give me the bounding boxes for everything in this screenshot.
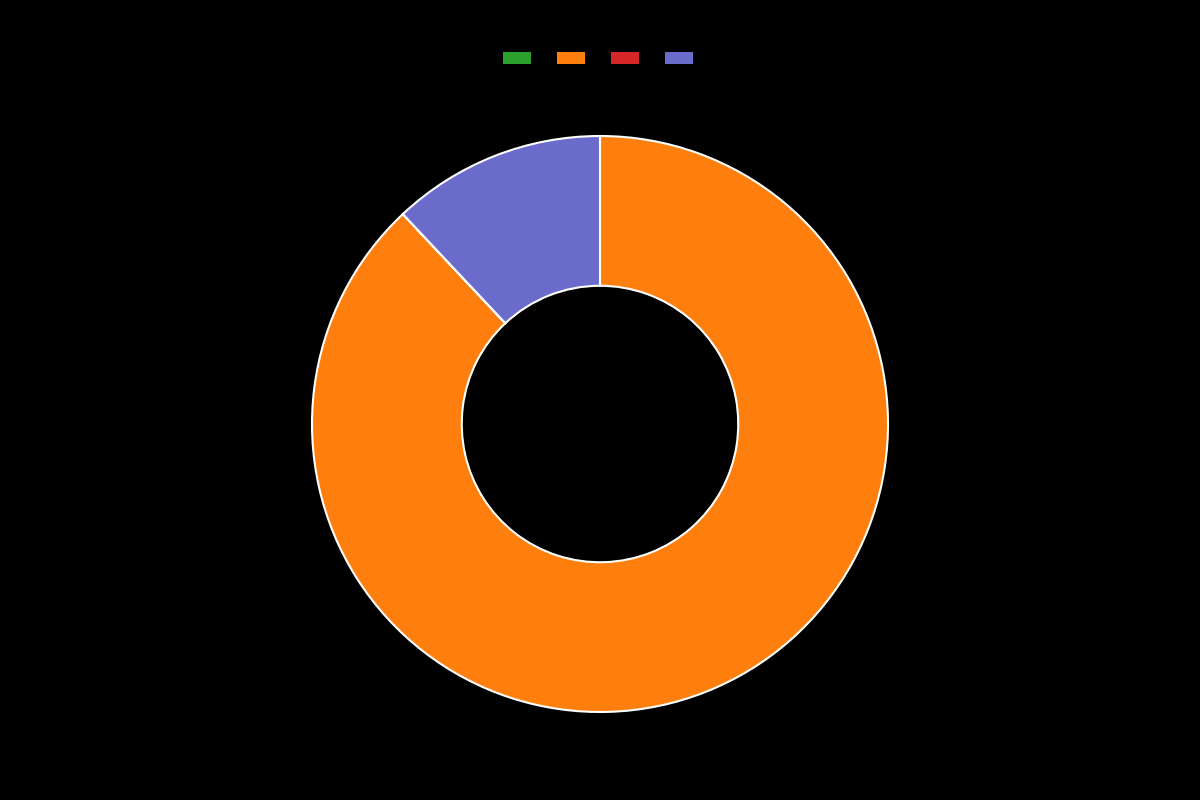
Wedge shape: [403, 136, 600, 323]
Wedge shape: [312, 136, 888, 712]
Wedge shape: [403, 214, 505, 323]
Legend:  ,  ,  ,  : , , ,: [499, 48, 701, 68]
